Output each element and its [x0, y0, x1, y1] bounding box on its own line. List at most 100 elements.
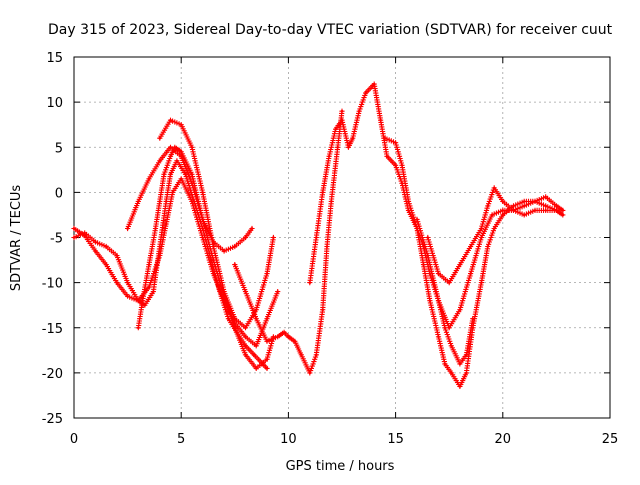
data-point [308, 281, 312, 284]
data-point [244, 290, 247, 293]
data-point [254, 367, 258, 370]
data-point [437, 335, 440, 339]
data-point [544, 195, 547, 199]
data-point [164, 222, 168, 226]
data-point [126, 294, 129, 298]
data-point [329, 200, 333, 203]
data-point [501, 209, 505, 212]
data-point [201, 218, 204, 221]
data-point [437, 299, 440, 302]
x-tick-label: 15 [387, 432, 404, 447]
data-point [299, 353, 303, 357]
data-point [265, 272, 269, 275]
data-point [179, 123, 183, 126]
data-point [169, 173, 172, 176]
data-point [83, 231, 87, 235]
data-point [351, 136, 355, 140]
data-point [282, 330, 286, 334]
data-point [233, 245, 237, 248]
data-point [555, 204, 558, 208]
tick-marks [73, 56, 611, 419]
data-point [561, 209, 565, 212]
data-point [383, 136, 387, 140]
data-point [415, 218, 419, 221]
data-point [250, 227, 254, 230]
data-point [314, 236, 318, 239]
data-point [104, 245, 108, 248]
data-point [147, 263, 151, 266]
y-tick-label: 10 [46, 96, 63, 111]
data-point [276, 335, 279, 339]
data-point [201, 236, 204, 239]
data-point [287, 335, 290, 339]
x-tick-label: 0 [70, 432, 78, 447]
data-point [522, 200, 526, 203]
data-point [164, 200, 168, 203]
data-point [486, 204, 490, 208]
data-point [450, 344, 453, 348]
data-point [480, 236, 483, 239]
data-point [293, 339, 297, 343]
data-point [400, 182, 404, 185]
data-point [233, 263, 237, 266]
data-point [336, 145, 340, 149]
data-point [458, 263, 462, 266]
data-point [415, 227, 419, 230]
data-point [334, 127, 337, 131]
data-point [522, 213, 526, 217]
data-point [126, 281, 129, 284]
data-point [104, 263, 108, 266]
data-point [426, 254, 430, 257]
data-point [458, 385, 462, 388]
y-tick-label: -20 [42, 367, 63, 382]
data-point [179, 154, 183, 158]
y-tick-label: -10 [42, 277, 63, 292]
data-point [94, 240, 97, 244]
data-point [212, 272, 215, 275]
data-point [533, 209, 537, 212]
data-point [480, 281, 483, 284]
series-track-5 [157, 117, 276, 331]
y-tick-label: -5 [50, 232, 63, 247]
data-point [400, 164, 404, 167]
series-track-3 [135, 144, 276, 371]
data-point [450, 371, 453, 375]
series-track-8 [382, 135, 566, 389]
data-point [394, 164, 397, 167]
data-point [407, 200, 410, 203]
data-point [190, 200, 194, 203]
data-point [126, 227, 129, 230]
data-point [190, 182, 194, 185]
data-point [72, 236, 76, 239]
data-point [512, 209, 515, 212]
data-point [443, 362, 447, 366]
data-point [179, 150, 183, 154]
data-point [179, 177, 183, 181]
data-point [171, 191, 174, 194]
data-point [162, 173, 166, 176]
data-point [555, 209, 558, 212]
data-point [115, 254, 119, 257]
data-point [222, 249, 226, 253]
data-point [340, 109, 344, 113]
data-point [265, 358, 269, 361]
data-point [428, 299, 432, 302]
data-point [480, 227, 483, 230]
data-point [364, 91, 367, 95]
data-point [447, 281, 451, 284]
data-point [143, 303, 147, 307]
series-track-6 [232, 108, 345, 376]
data-point [158, 254, 162, 257]
x-tick-label: 5 [177, 432, 185, 447]
data-point [72, 227, 76, 230]
data-series [71, 81, 566, 389]
data-point [385, 154, 389, 158]
data-point [533, 200, 537, 203]
data-point [522, 204, 526, 208]
data-point [501, 200, 505, 203]
data-point [233, 317, 237, 321]
data-point [94, 249, 97, 253]
data-point [137, 326, 140, 330]
data-point [254, 317, 258, 321]
